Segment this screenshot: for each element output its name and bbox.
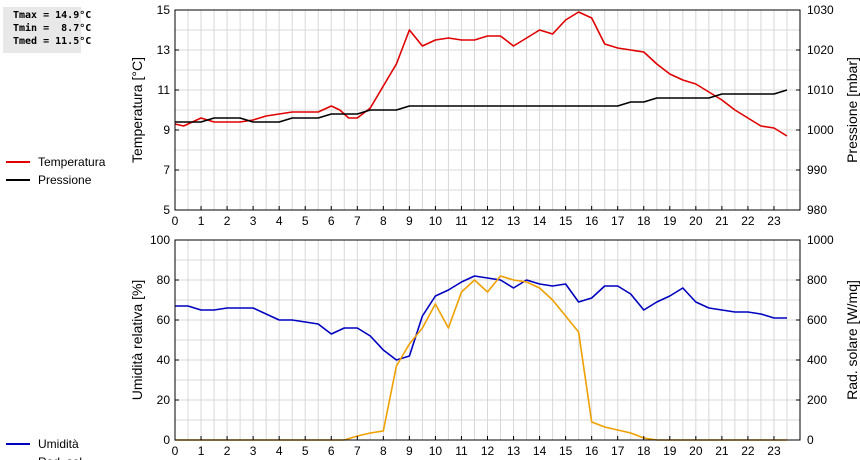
y-tick-label: 80 [157,273,171,287]
x-tick-label: 9 [406,214,413,228]
x-tick-label: 7 [354,214,361,228]
y2-tick-label: 1000 [807,123,834,137]
chart-2: UmiditàRad. sol.012345678910111213141516… [6,233,860,460]
x-tick-label: 5 [302,444,309,458]
y-tick-label: 11 [158,83,171,97]
x-tick-label: 1 [198,214,205,228]
x-tick-label: 0 [172,444,179,458]
x-tick-label: 14 [533,214,547,228]
y2-tick-label: 980 [807,203,827,217]
x-tick-label: 7 [354,444,361,458]
x-tick-label: 19 [663,214,677,228]
legend-label: Temperatura [38,155,106,169]
x-tick-label: 15 [559,214,573,228]
x-tick-label: 14 [533,444,547,458]
y-tick-label: 40 [157,353,171,367]
x-tick-label: 10 [429,214,443,228]
x-tick-label: 21 [715,444,729,458]
legend-label: Rad. sol. [38,455,85,460]
x-tick-label: 18 [637,214,651,228]
tmax-text: Tmax = 14.9°C [13,10,92,21]
y2-axis-label: Rad. solare [W/mq] [844,280,860,400]
x-tick-label: 22 [741,444,755,458]
x-tick-label: 1 [198,444,205,458]
x-tick-label: 6 [328,214,335,228]
y-axis-label: Temperatura [°C] [129,57,145,163]
y-tick-label: 20 [157,393,171,407]
y-tick-label: 100 [150,233,170,247]
x-tick-label: 17 [611,444,625,458]
y2-tick-label: 1020 [807,43,834,57]
y2-tick-label: 990 [807,163,827,177]
y-tick-label: 7 [163,163,170,177]
x-tick-label: 20 [689,444,703,458]
x-tick-label: 5 [302,214,309,228]
x-tick-label: 23 [767,444,781,458]
x-tick-label: 15 [559,444,573,458]
y2-tick-label: 800 [807,273,827,287]
x-tick-label: 8 [380,444,387,458]
x-tick-label: 0 [172,214,179,228]
series-line-temperatura [174,11,788,137]
tmed-text: Tmed = 11.5°C [13,36,92,47]
x-tick-label: 19 [663,444,677,458]
x-tick-label: 9 [406,444,413,458]
x-tick-label: 6 [328,444,335,458]
x-tick-label: 13 [507,444,521,458]
y-tick-label: 0 [163,433,170,447]
x-tick-label: 8 [380,214,387,228]
series-line-umidit- [175,275,787,361]
y-tick-label: 5 [163,203,170,217]
y2-tick-label: 1030 [807,3,834,17]
legend-label: Pressione [38,173,92,187]
x-tick-label: 3 [250,444,257,458]
y-axis-label: Umidità relativa [%] [129,280,145,401]
x-tick-label: 16 [585,214,599,228]
x-tick-label: 12 [481,444,495,458]
x-tick-label: 23 [767,214,781,228]
x-tick-label: 4 [276,444,283,458]
x-tick-label: 16 [585,444,599,458]
y2-tick-label: 1010 [807,83,834,97]
legend-label: Umidità [38,437,79,451]
y2-tick-label: 200 [807,393,827,407]
x-tick-label: 3 [250,214,257,228]
x-tick-label: 22 [741,214,755,228]
tmin-text: Tmin = 8.7°C [13,23,92,34]
stats-box: Tmax = 14.9°C Tmin = 8.7°C Tmed = 11.5°C [3,7,92,53]
x-tick-label: 21 [715,214,729,228]
y2-tick-label: 600 [807,313,827,327]
x-tick-label: 12 [481,214,495,228]
x-tick-label: 10 [429,444,443,458]
y2-tick-label: 0 [807,433,814,447]
y-tick-label: 15 [157,3,171,17]
series-line-pressione [175,89,788,123]
x-tick-label: 13 [507,214,521,228]
x-tick-label: 2 [224,444,231,458]
y-tick-label: 13 [157,43,171,57]
y2-tick-label: 1000 [807,233,834,247]
x-tick-label: 4 [276,214,283,228]
x-tick-label: 11 [455,214,468,228]
x-tick-label: 17 [611,214,625,228]
x-tick-label: 11 [455,444,468,458]
x-tick-label: 2 [224,214,231,228]
y2-tick-label: 400 [807,353,827,367]
x-tick-label: 20 [689,214,703,228]
y-tick-label: 60 [157,313,171,327]
x-tick-label: 18 [637,444,651,458]
y2-axis-label: Pressione [mbar] [844,57,860,163]
y-tick-label: 9 [163,123,170,137]
